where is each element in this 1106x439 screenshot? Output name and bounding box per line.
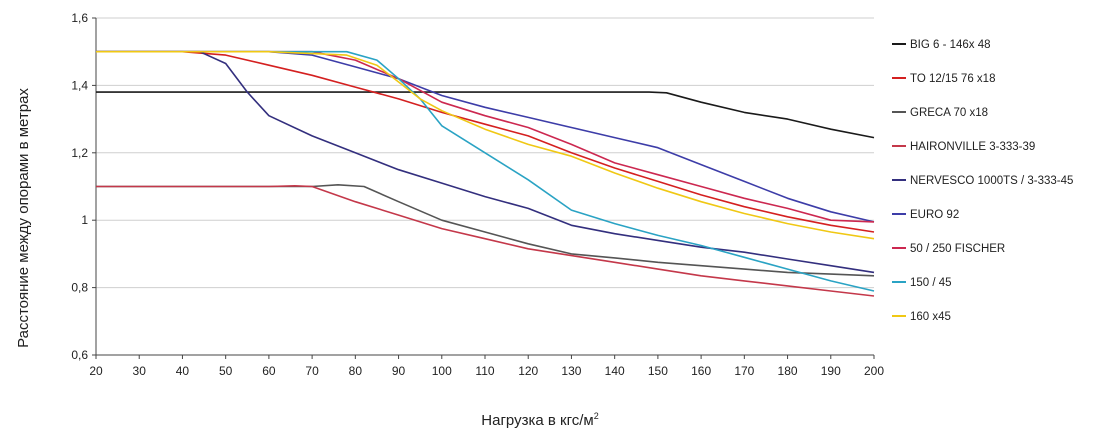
y-tick-label: 0,8 [71,281,88,295]
series-line [96,50,875,292]
x-axis-label-sup: 2 [594,411,599,421]
y-tick-labels: 0,6 0,8 1 1,2 1,4 1,6 [71,11,88,362]
series-line [96,50,875,233]
x-tick-label: 80 [349,364,363,378]
x-tick-label: 190 [821,364,841,378]
y-tick-label: 1 [81,213,88,227]
x-tick-label: 140 [605,364,625,378]
x-tick-label: 20 [89,364,103,378]
series-line [96,91,875,139]
legend-label: 50 / 250 FISCHER [910,243,1005,255]
series-line [96,184,875,277]
y-tick-label: 1,6 [71,11,88,25]
x-tick-label: 50 [219,364,233,378]
x-tick-labels: 20 30 40 50 60 70 80 90 100 110 120 130 140 150 160 170… [89,364,884,378]
x-tick-label: 70 [305,364,319,378]
legend-label: HAIRONVILLE 3-333-39 [910,141,1035,153]
y-tick-label: 1,4 [71,78,88,92]
legend-label: TO 12/15 76 x18 [910,73,995,85]
x-tick-label: 170 [734,364,754,378]
series-line [96,50,875,274]
series-line [96,50,875,240]
series-line [96,185,875,297]
x-tick-label: 40 [176,364,190,378]
legend-label: NERVESCO 1000TS / 3-333-45 [910,175,1073,187]
legend-label: GRECA 70 x18 [910,107,988,119]
legend-label: 160 x45 [910,311,951,323]
y-axis-label: Расстояние между опорами в метрах [15,88,32,348]
x-tick-label: 180 [778,364,798,378]
series-line [96,50,875,223]
x-tick-label: 120 [518,364,538,378]
x-tick-label: 100 [432,364,452,378]
x-tick-label: 90 [392,364,406,378]
y-tick-label: 1,2 [71,146,88,160]
legend-label: BIG 6 - 146x 48 [910,39,991,51]
legend-label: 150 / 45 [910,277,952,289]
x-tick-label: 130 [561,364,581,378]
x-tick-label: 150 [648,364,668,378]
legend: BIG 6 - 146x 48 TO 12/15 76 x18 GRECA 70 x… [892,39,1073,323]
x-tick-label: 160 [691,364,711,378]
y-tick-label: 0,6 [71,348,88,362]
x-tick-label: 60 [262,364,276,378]
x-tick-label: 200 [864,364,884,378]
x-axis-label-text: Нагрузка в кгс/м [481,412,593,429]
axes [92,17,875,359]
x-tick-label: 110 [475,364,494,378]
series-lines [96,50,875,297]
series-line [96,50,875,223]
legend-label: EURO 92 [910,209,959,221]
x-axis-label: Нагрузка в кгс/м2 [481,411,598,429]
x-tick-label: 30 [133,364,147,378]
